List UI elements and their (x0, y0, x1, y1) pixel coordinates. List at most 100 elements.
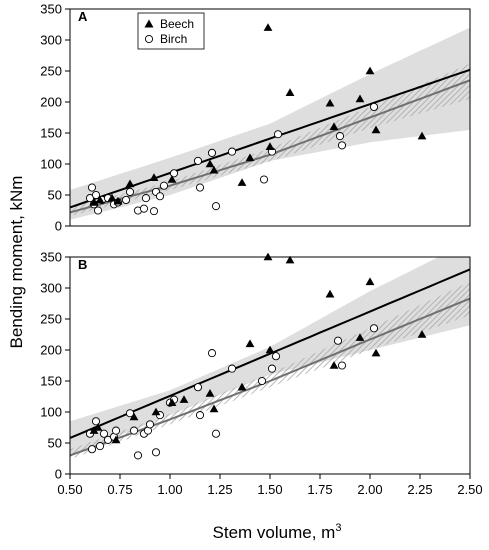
beech-point (285, 255, 295, 264)
birch-point (121, 195, 131, 205)
birch-point (139, 204, 149, 213)
beech-point (329, 122, 339, 131)
birch-point (125, 187, 135, 196)
beech-point (365, 66, 375, 75)
y-tick-label: 250 (40, 64, 62, 79)
birch-point (259, 175, 269, 184)
birch-point (95, 442, 105, 451)
y-tick-label: 50 (48, 436, 62, 451)
beech-point (355, 333, 365, 341)
beech-point (179, 395, 189, 403)
birch-point (133, 451, 143, 460)
beech-point (237, 178, 247, 186)
beech-point (325, 98, 335, 107)
y-tick-label: 350 (40, 250, 62, 265)
x-tick-label: 0.75 (107, 482, 132, 497)
birch-point (91, 190, 101, 200)
y-tick-label: 300 (40, 33, 62, 48)
beech-point (95, 195, 105, 204)
y-tick-label: 100 (40, 405, 62, 420)
beech-point (265, 345, 275, 354)
y-tick-label: 200 (40, 95, 62, 110)
legend-beech-marker (144, 19, 154, 28)
birch-point (193, 156, 203, 165)
beech-fit-line (70, 268, 470, 439)
beech-point (263, 23, 273, 31)
birch-point (145, 420, 155, 429)
beech-point (205, 389, 215, 397)
x-tick-label: 1.75 (307, 482, 332, 497)
birch-point (141, 194, 151, 203)
birch-point (333, 336, 343, 345)
panel-letter: B (78, 257, 87, 272)
beech-confidence-band (70, 27, 470, 220)
birch-point (169, 169, 179, 178)
beech-point (209, 165, 219, 174)
x-tick-label: 1.50 (257, 482, 282, 497)
birch-point (335, 132, 345, 141)
y-tick-label: 0 (55, 219, 62, 234)
panel-letter: A (78, 9, 88, 24)
birch-point (111, 426, 121, 435)
birch-point (129, 426, 139, 435)
birch-point (271, 352, 281, 361)
legend-birch-marker (144, 34, 154, 44)
beech-fit-line (70, 68, 470, 209)
birch-point (267, 364, 277, 373)
beech-point (263, 252, 273, 261)
beech-point (167, 175, 177, 183)
birch-point (193, 383, 203, 392)
x-tick-label: 2.00 (357, 482, 382, 497)
beech-point (125, 179, 135, 188)
y-tick-label: 250 (40, 312, 62, 327)
beech-point (149, 173, 159, 181)
x-axis-title-main: Stem volume, m (213, 523, 336, 542)
birch-point (337, 361, 347, 370)
beech-point (371, 348, 381, 357)
birch-point (155, 192, 165, 201)
x-tick-label: 1.00 (157, 482, 182, 497)
birch-point (149, 207, 159, 216)
beech-point (417, 131, 427, 140)
beech-point (237, 382, 247, 391)
beech-point (129, 412, 139, 421)
beech-point (205, 159, 215, 168)
birch-point (337, 141, 347, 150)
birch-point (211, 202, 221, 211)
birch-point (369, 102, 379, 112)
birch-point (227, 147, 237, 156)
birch-point (207, 349, 217, 358)
x-axis-title-sup: 3 (335, 522, 341, 534)
x-axis-title: Stem volume, m3 (213, 522, 342, 542)
plot-frame (69, 8, 471, 227)
beech-point (209, 404, 219, 413)
beech-point (329, 361, 339, 369)
birch-point (159, 181, 169, 190)
beech-point (371, 125, 381, 134)
legend-birch-label: Birch (160, 32, 187, 46)
birch-point (99, 429, 109, 438)
beech-point (245, 153, 255, 162)
y-tick-label: 100 (40, 157, 62, 172)
beech-point (89, 198, 99, 206)
y-tick-label: 0 (55, 467, 62, 482)
birch-point (87, 445, 97, 454)
beech-point (167, 398, 177, 406)
beech-point (151, 407, 161, 416)
birch-point (273, 130, 283, 139)
birch-point (87, 183, 97, 192)
birch-point (91, 417, 101, 426)
x-tick-label: 0.50 (57, 482, 82, 497)
birch-point (369, 324, 379, 333)
birch-point (195, 411, 205, 420)
beech-point (107, 193, 117, 202)
birch-point (93, 206, 103, 215)
beech-point (245, 339, 255, 348)
panel-b: 0 50 100 150 200 250 300 350 0.50 0.75 1.00 1.25 1.5… (40, 250, 482, 498)
birch-point (195, 183, 205, 192)
x-tick-label: 2.50 (457, 482, 482, 497)
y-tick-label: 150 (40, 374, 62, 389)
y-tick-label: 300 (40, 281, 62, 296)
